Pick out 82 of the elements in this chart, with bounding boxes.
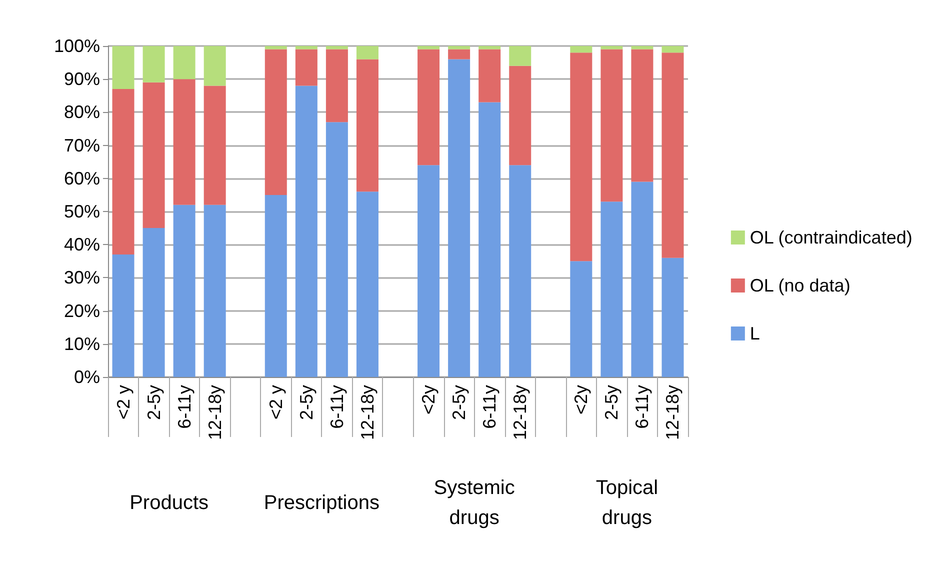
x-tick-label: 12-18y bbox=[510, 385, 530, 440]
bar bbox=[264, 46, 287, 50]
x-tick-label: 12-18y bbox=[204, 385, 225, 440]
text: Systemic drugs bbox=[434, 477, 515, 529]
bar bbox=[570, 261, 592, 377]
bar bbox=[448, 46, 470, 50]
x-tick-label: <2 y bbox=[266, 385, 286, 420]
bar bbox=[295, 46, 318, 50]
bar bbox=[356, 46, 378, 60]
x-tick-label: 2-5y bbox=[144, 385, 164, 420]
bar bbox=[204, 46, 226, 86]
bar bbox=[662, 258, 684, 377]
text: Topical drugs bbox=[596, 477, 658, 529]
bar bbox=[418, 165, 440, 377]
y-tick-label: 70% bbox=[64, 135, 100, 156]
bar bbox=[631, 46, 654, 50]
x-tick-label: 6-11y bbox=[632, 385, 652, 429]
text: Prescriptions bbox=[264, 492, 380, 514]
bar bbox=[448, 59, 470, 377]
y-tick-label: 60% bbox=[64, 168, 100, 188]
legend-label: OL (no data) bbox=[750, 276, 850, 296]
bar bbox=[142, 46, 165, 82]
bar bbox=[295, 49, 318, 86]
y-tick-label: 20% bbox=[64, 300, 100, 321]
bar bbox=[478, 102, 501, 377]
y-tick-label: 10% bbox=[64, 334, 100, 354]
y-tick-label: 30% bbox=[64, 268, 100, 288]
bar bbox=[295, 86, 318, 377]
bar bbox=[418, 49, 440, 166]
bar bbox=[204, 204, 226, 377]
bar bbox=[600, 49, 623, 202]
x-tick-label: 6-11y bbox=[326, 385, 347, 429]
y-tick-label: 100% bbox=[54, 36, 100, 56]
x-tick-label: 6-11y bbox=[480, 385, 500, 429]
bar bbox=[509, 165, 532, 377]
bar bbox=[264, 49, 287, 195]
x-tick-label: 6-11y bbox=[174, 385, 194, 429]
y-tick-label: 50% bbox=[64, 202, 100, 222]
bar bbox=[173, 79, 196, 205]
bar bbox=[600, 46, 623, 50]
bar bbox=[142, 82, 165, 228]
bar bbox=[509, 46, 532, 66]
x-tick-label: <2y bbox=[418, 385, 439, 415]
bar bbox=[326, 46, 348, 50]
x-tick-label: 2-5y bbox=[296, 385, 316, 420]
legend-label: L bbox=[750, 324, 760, 344]
x-tick-label: 12-18y bbox=[662, 385, 683, 440]
bar bbox=[478, 49, 501, 102]
bar bbox=[478, 46, 501, 50]
bar bbox=[112, 89, 134, 255]
bar bbox=[112, 254, 134, 377]
bar bbox=[356, 59, 378, 192]
x-tick-label: 2-5y bbox=[449, 385, 470, 420]
y-tick-label: 40% bbox=[64, 234, 100, 255]
x-tick-label: <2y bbox=[571, 385, 592, 415]
bar bbox=[173, 204, 196, 377]
bar bbox=[326, 49, 348, 122]
bar bbox=[173, 46, 196, 80]
bar bbox=[326, 122, 348, 377]
x-tick-label: 12-18y bbox=[357, 385, 378, 440]
y-tick-label: 0% bbox=[74, 367, 100, 387]
bar bbox=[356, 192, 378, 377]
bar bbox=[662, 52, 684, 258]
text: Products bbox=[130, 492, 209, 514]
bar bbox=[631, 182, 654, 377]
x-tick-label: <2 y bbox=[113, 385, 134, 420]
bar bbox=[204, 86, 226, 205]
bar bbox=[448, 49, 470, 60]
bar bbox=[570, 52, 592, 262]
y-tick-label: 80% bbox=[64, 102, 100, 122]
y-tick-label: 90% bbox=[64, 69, 100, 90]
bar bbox=[631, 49, 654, 182]
bar bbox=[264, 194, 287, 377]
bar bbox=[509, 66, 532, 166]
bar bbox=[418, 46, 440, 50]
legend-label: OL (contraindicated) bbox=[750, 228, 912, 248]
bar bbox=[142, 228, 165, 377]
bar bbox=[600, 202, 623, 377]
x-tick-label: 2-5y bbox=[602, 385, 622, 420]
bar bbox=[662, 46, 684, 53]
bar bbox=[112, 46, 134, 90]
bar bbox=[570, 46, 592, 53]
